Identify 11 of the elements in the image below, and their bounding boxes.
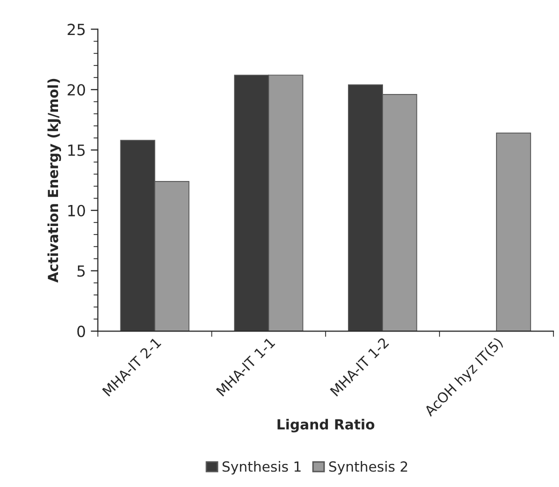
y-tick-label: 10 <box>68 204 86 216</box>
y-tick-label: 15 <box>68 144 85 156</box>
y-tick-label: 0 <box>77 326 86 338</box>
y-axis-title: Activation Energy (kJ/mol) <box>47 78 62 283</box>
y-tick-label: 20 <box>68 84 86 96</box>
bar <box>496 132 532 332</box>
y-tick-label: 5 <box>77 265 85 277</box>
legend-label: Synthesis 1 <box>222 461 301 474</box>
y-tick-label: 25 <box>68 24 85 36</box>
legend-label: Synthesis 2 <box>329 461 408 474</box>
x-axis-title: Ligand Ratio <box>278 418 374 432</box>
